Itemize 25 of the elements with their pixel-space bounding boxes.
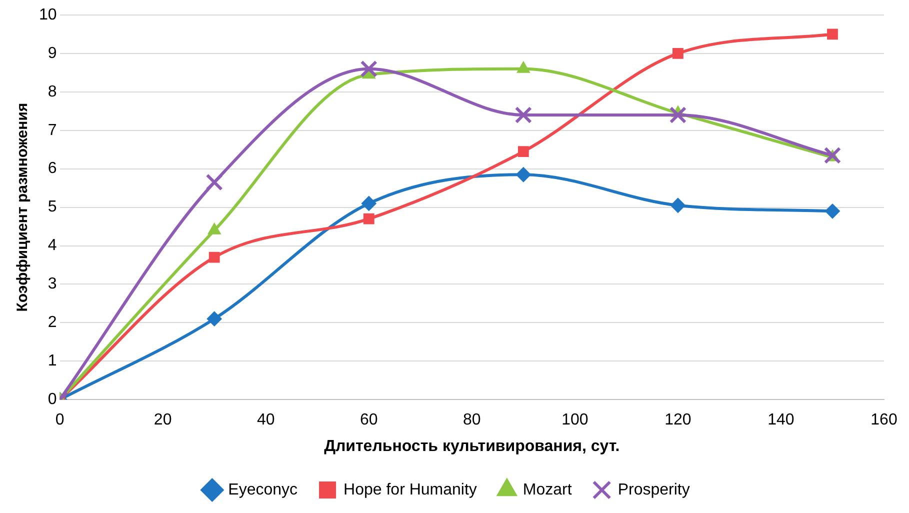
legend-label: Prosperity: [618, 481, 690, 498]
y-axis-title: Коэффициент размножения: [14, 102, 32, 312]
x-tick-label: 120: [664, 412, 692, 429]
y-tick-label: 5: [48, 198, 57, 216]
legend-label: Mozart: [522, 481, 572, 498]
y-tick-label: 8: [48, 83, 57, 100]
y-tick-label: 0: [48, 391, 57, 408]
x-tick-label: 160: [870, 412, 898, 429]
x-tick-label: 20: [154, 412, 172, 429]
x-axis-title: Длительность культивирования, сут.: [324, 438, 620, 455]
y-tick-label: 2: [48, 314, 57, 332]
y-tick-label: 6: [48, 160, 57, 178]
legend-label: Hope for Humanity: [344, 481, 477, 498]
legend-label: Eyeconyc: [228, 481, 298, 498]
x-tick-label: 100: [562, 412, 588, 429]
x-tick-label: 140: [768, 412, 794, 429]
y-tick-label: 7: [48, 122, 57, 139]
y-tick-label: 1: [48, 352, 57, 370]
x-tick-label: 80: [463, 412, 481, 429]
y-tick-label: 9: [48, 44, 57, 62]
y-tick-label: 10: [39, 6, 57, 24]
y-tick-label: 4: [48, 237, 57, 254]
x-tick-label: 40: [256, 412, 275, 429]
y-tick-label: 3: [48, 276, 57, 293]
x-tick-label: 60: [360, 412, 378, 429]
